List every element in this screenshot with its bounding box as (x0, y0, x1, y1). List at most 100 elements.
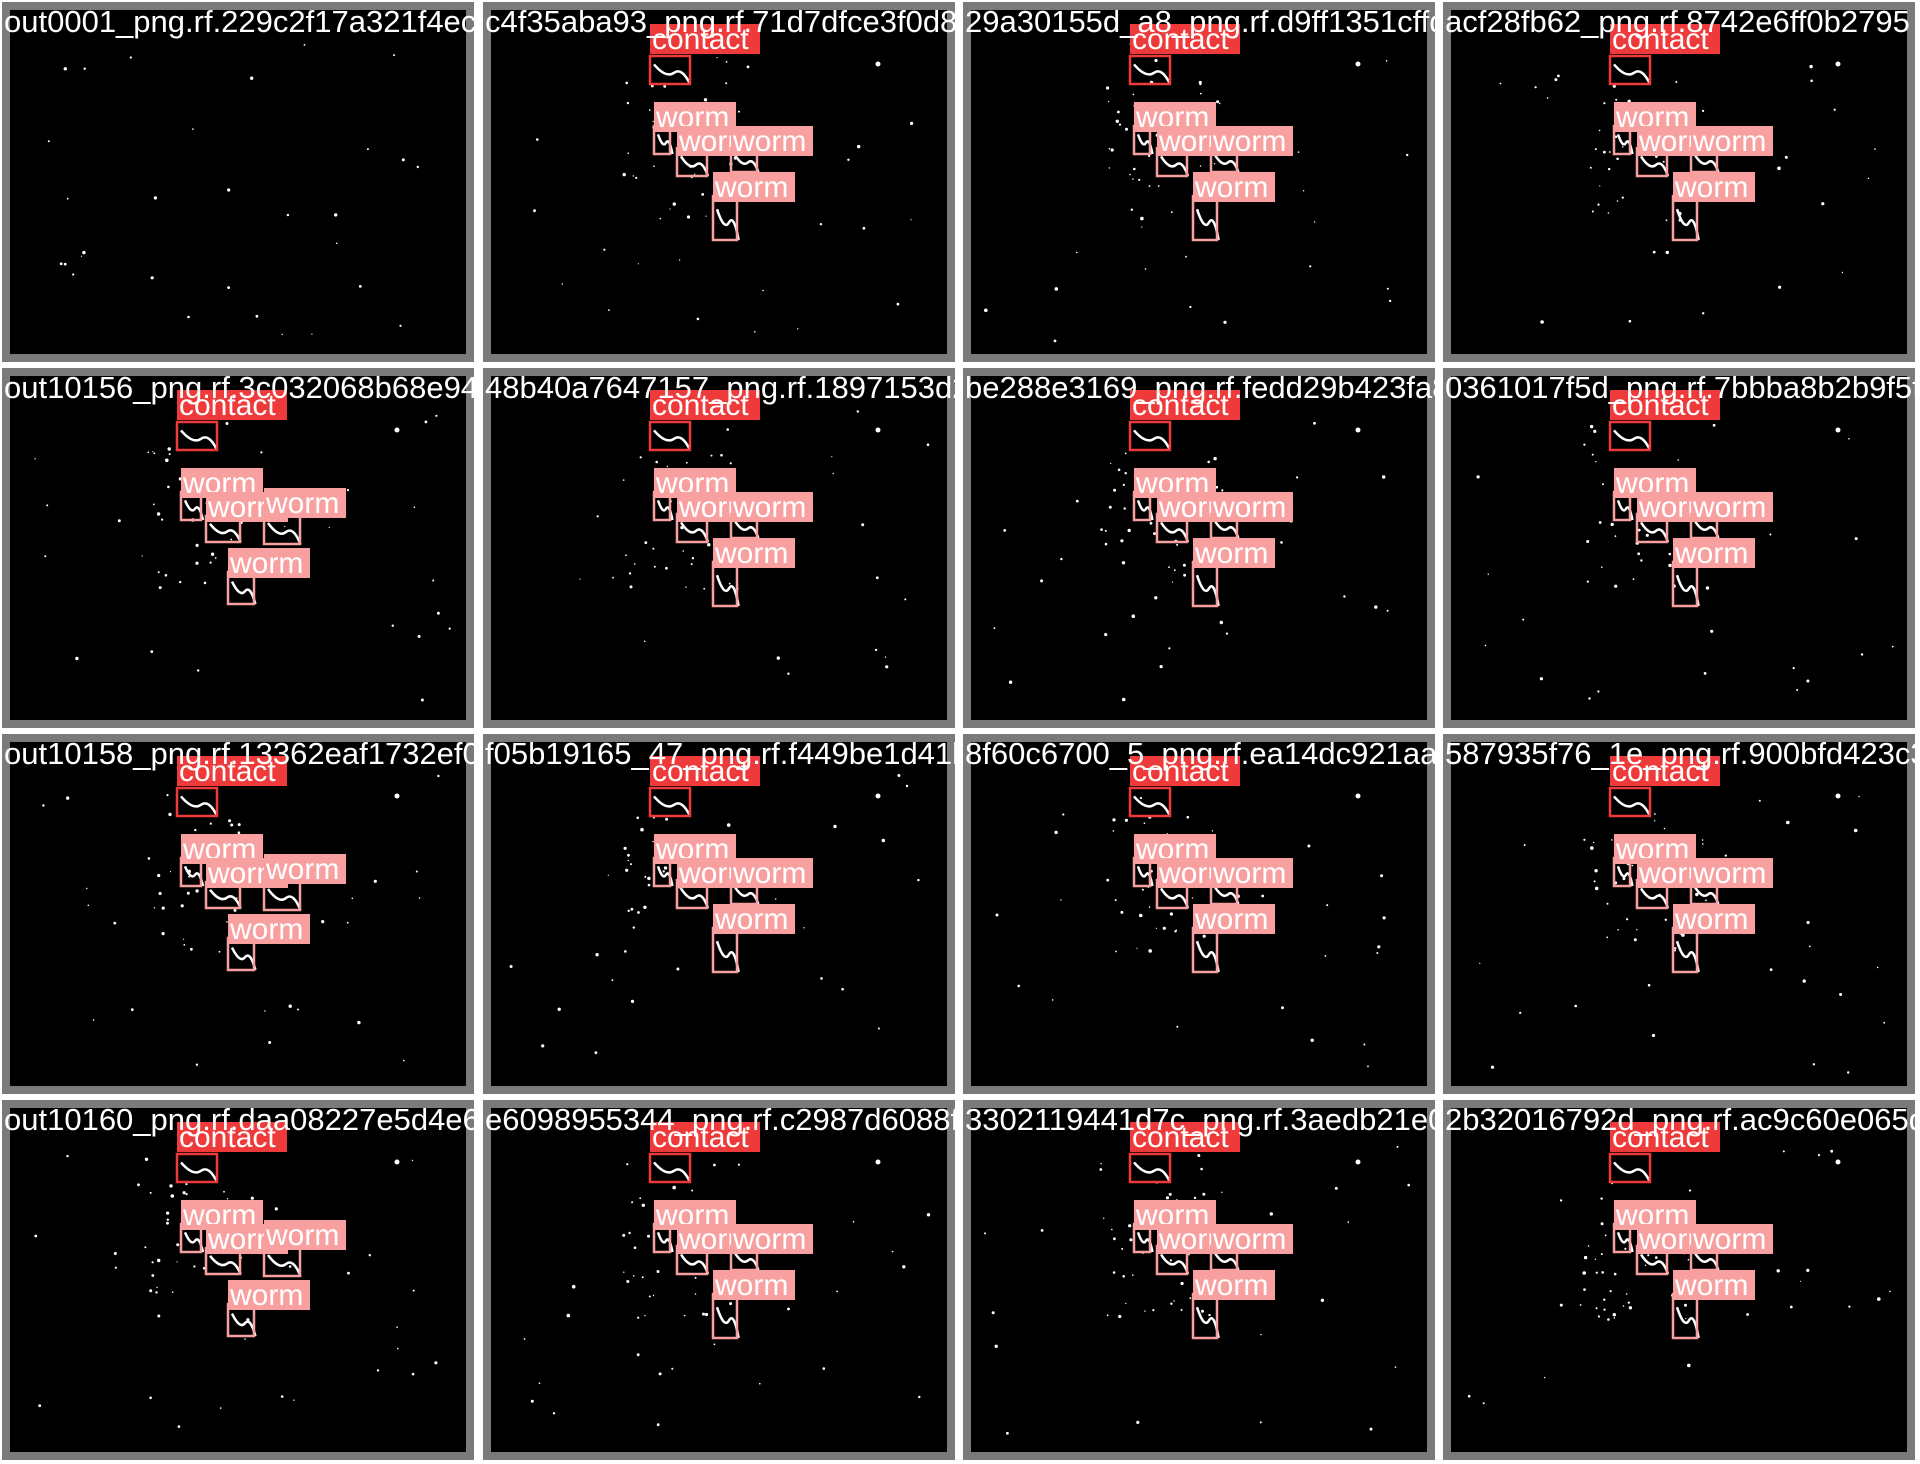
class-label: worm (1692, 857, 1766, 890)
worm-shape (733, 154, 760, 173)
speckle (1808, 945, 1811, 948)
speckle (114, 1266, 117, 1269)
tile-title: 0361017f5d_png.rf.7bbba8b2b9f5f1 (1445, 370, 1915, 405)
speckle (1386, 609, 1389, 612)
speckle (1017, 984, 1020, 988)
speckle (1215, 485, 1219, 489)
speckle (1802, 979, 1806, 983)
speckle (1554, 78, 1558, 82)
speckle (1586, 540, 1590, 543)
speckle (130, 1008, 134, 1011)
class-label: worm (265, 853, 339, 886)
worm-detection: worm (729, 1223, 813, 1272)
speckle (1637, 552, 1641, 556)
speckle (904, 598, 907, 601)
speckle (46, 504, 49, 507)
class-label: contact (652, 23, 749, 56)
speckle (129, 56, 132, 59)
speckle (1169, 1259, 1172, 1262)
speckle (1132, 93, 1135, 96)
speckle (533, 209, 536, 213)
speckle (1110, 462, 1112, 464)
worm-detection: worm (1671, 171, 1755, 242)
speckle (158, 586, 162, 590)
speckle (415, 870, 418, 873)
speckle (203, 581, 207, 585)
speckle (376, 1369, 380, 1372)
speckle (803, 927, 805, 929)
speckle (885, 665, 889, 669)
speckle (176, 1243, 180, 1247)
speckle (1121, 1247, 1124, 1250)
speckle (669, 208, 671, 210)
speckle (626, 1163, 629, 1166)
speckle (170, 1194, 175, 1198)
speckle (420, 698, 424, 702)
speckle (1675, 81, 1678, 83)
speckle (1583, 838, 1586, 841)
speckle (729, 1302, 733, 1306)
speckle (1597, 203, 1600, 206)
speckle (1202, 934, 1206, 938)
speckle (707, 543, 711, 547)
speckle (1117, 110, 1120, 114)
speckle (637, 263, 639, 265)
speckle (1108, 505, 1112, 509)
worm-shape (1639, 887, 1670, 909)
image-tile: contact worm worm worm worm 2b32016792d_png.r… (1443, 1100, 1915, 1460)
speckle (1589, 424, 1594, 429)
speckle (1125, 1302, 1127, 1305)
speckle (1313, 421, 1316, 425)
speckle (1841, 271, 1844, 274)
speckle (1131, 614, 1136, 618)
speckle (685, 586, 687, 588)
speckle (169, 871, 172, 873)
speckle (875, 793, 881, 799)
speckle (1062, 813, 1065, 816)
speckle (652, 120, 654, 123)
class-label: worm (732, 125, 806, 158)
image-tile: contact worm worm worm worm 48b40a7647157_png… (483, 368, 955, 728)
speckle (1600, 1253, 1603, 1256)
speckle (656, 1423, 660, 1427)
speckle (1608, 167, 1611, 171)
speckle (652, 547, 655, 550)
speckle (713, 1343, 716, 1346)
speckle (557, 1007, 561, 1011)
speckle (358, 285, 362, 288)
speckle (1603, 150, 1606, 154)
class-label: worm (1674, 903, 1748, 936)
speckle (1382, 916, 1386, 920)
speckle (787, 672, 790, 675)
speckle (1296, 476, 1299, 479)
speckle (1598, 521, 1602, 524)
speckle (209, 561, 212, 564)
contact-detection: contact (1128, 23, 1240, 86)
speckle (1138, 913, 1143, 918)
speckle (626, 1280, 630, 1283)
speckle (1155, 927, 1157, 929)
speckle (1776, 1269, 1780, 1273)
speckle (223, 1190, 225, 1193)
speckle (1610, 522, 1614, 527)
speckle (1334, 1186, 1338, 1190)
speckle (1854, 537, 1858, 541)
speckle (1705, 899, 1707, 902)
speckle (1522, 618, 1525, 621)
label-background (228, 914, 310, 944)
speckle (171, 1291, 174, 1293)
speckle (746, 65, 750, 69)
bounding-box (1128, 420, 1172, 452)
speckle (1600, 1222, 1604, 1226)
speckle (1200, 1167, 1203, 1171)
speckle (630, 999, 635, 1003)
speckle (1821, 202, 1825, 206)
speckle (230, 823, 234, 827)
worm-shape (1639, 1253, 1670, 1275)
speckle (1191, 897, 1194, 899)
speckle (1324, 955, 1327, 957)
speckle (80, 255, 83, 257)
speckle (1786, 820, 1790, 825)
image-tile: contact worm worm worm worm acf28fb62_png.rf.… (1443, 2, 1915, 362)
bounding-box (648, 420, 692, 452)
